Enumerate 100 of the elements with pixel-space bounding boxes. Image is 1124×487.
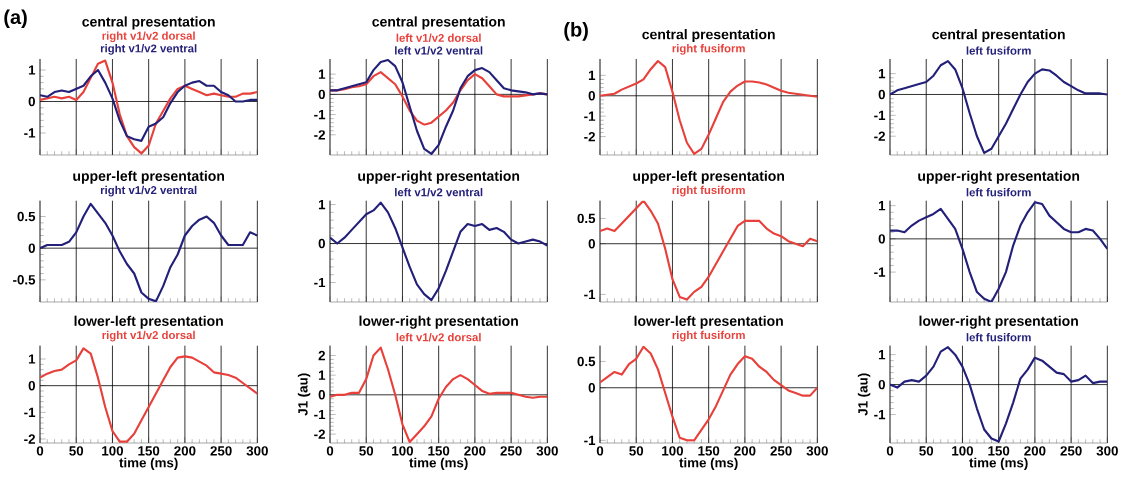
y-tick-label: -0.5 <box>13 275 36 285</box>
line-series <box>890 201 1108 302</box>
y-tick-label: 0 <box>588 91 595 101</box>
chart-title: upper-right presentation <box>358 170 520 184</box>
y-axis-title: J1 (au) <box>857 373 871 416</box>
y-tick-label: -1 <box>24 128 36 138</box>
text: left v1/v2 dorsal <box>396 33 481 43</box>
x-tick-label: 0 <box>326 446 334 456</box>
x-tick-label: 250 <box>770 446 792 456</box>
x-tick-label: 300 <box>536 446 558 456</box>
x-axis-title: time (ms) <box>119 457 178 471</box>
y-tick-label: 0 <box>878 234 885 244</box>
y-tick-label: 0 <box>318 89 325 100</box>
x-tick-label: 50 <box>919 446 934 456</box>
x-tick-label: 300 <box>246 446 268 456</box>
y-tick-label: -2 <box>314 130 325 140</box>
y-tick-label: 1 <box>588 70 596 80</box>
series-label: right v1/v2 ventral <box>100 44 197 55</box>
y-tick-label: 0 <box>878 89 885 100</box>
y-tick-label: -1 <box>314 109 326 120</box>
y-tick-label: 0 <box>318 238 325 249</box>
series-label: right v1/v2 dorsal <box>102 330 195 342</box>
chart-title: lower-left presentation <box>634 315 783 329</box>
y-tick-label: -1 <box>584 111 596 121</box>
x-tick-label: 250 <box>210 446 232 456</box>
series-label: left v1/v2 ventral <box>395 187 483 197</box>
text: (a) <box>4 9 27 29</box>
chart-title: central presentation <box>372 16 505 30</box>
x-tick-label: 200 <box>734 446 756 456</box>
x-tick-label: 150 <box>428 446 450 456</box>
y-tick-label: -1 <box>24 407 36 417</box>
y-tick-label: 1 <box>878 350 886 360</box>
y-tick-label: -1 <box>584 289 596 299</box>
chart-title: upper-left presentation <box>633 170 785 184</box>
chart-title: lower-right presentation <box>359 315 518 329</box>
y-tick-label: 0 <box>878 379 885 390</box>
x-tick-label: 150 <box>698 446 720 456</box>
x-tick-label: 300 <box>1096 446 1118 456</box>
x-axis-title: time (ms) <box>409 457 468 471</box>
y-tick-label: 0 <box>28 243 35 253</box>
series-label: right fusiform <box>672 330 745 342</box>
x-tick-label: 150 <box>988 446 1010 456</box>
chart-title: central presentation <box>932 29 1065 43</box>
x-tick-label: 250 <box>1060 446 1082 456</box>
chart-title: upper-left presentation <box>73 170 225 184</box>
y-tick-label: 0 <box>318 390 325 400</box>
x-tick-label: 200 <box>1024 446 1046 456</box>
chart-title: lower-left presentation <box>74 315 223 329</box>
y-tick-label: 0.5 <box>577 213 596 224</box>
x-tick-label: 250 <box>500 446 522 456</box>
y-tick-label: 2 <box>318 350 325 361</box>
y-tick-label: -1 <box>874 409 886 420</box>
chart-title: lower-right presentation <box>919 315 1078 329</box>
y-tick-label: -1 <box>874 267 886 277</box>
y-axis-title: J1 (au) <box>297 373 311 416</box>
y-tick-label: -2 <box>584 131 595 142</box>
y-tick-label: 0.5 <box>17 211 36 222</box>
x-axis-title: time (ms) <box>679 457 738 471</box>
y-tick-label: -2 <box>24 434 35 444</box>
line-series <box>600 345 818 442</box>
y-tick-label: 1 <box>318 370 326 380</box>
series-label: right v1/v2 dorsal <box>102 31 195 43</box>
chart-title: central presentation <box>642 29 775 43</box>
y-tick-label: -1 <box>314 277 326 288</box>
series-label: left fusiform <box>966 188 1031 197</box>
series-label: right v1/v2 ventral <box>100 185 197 197</box>
x-tick-label: 0 <box>596 446 604 456</box>
y-tick-label: 1 <box>28 354 36 364</box>
x-tick-label: 50 <box>69 446 84 456</box>
y-tick-label: -2 <box>314 429 325 439</box>
y-tick-label: -1 <box>314 409 326 420</box>
x-tick-label: 150 <box>138 446 160 456</box>
y-tick-label: 1 <box>318 199 326 210</box>
y-tick-label: 0 <box>28 96 35 107</box>
series-label: left v1/v2 dorsal <box>396 332 481 342</box>
line-series <box>890 346 1108 443</box>
text: (b) <box>564 22 588 41</box>
series-label: left fusiform <box>966 333 1031 342</box>
y-tick-label: -1 <box>584 435 596 445</box>
x-tick-label: 50 <box>359 446 374 456</box>
x-tick-label: 100 <box>392 446 414 456</box>
text: right fusiform <box>672 185 745 197</box>
y-tick-label: 1 <box>318 69 326 79</box>
y-tick-label: -2 <box>874 131 885 141</box>
y-tick-label: 0 <box>588 383 595 393</box>
y-tick-label: 1 <box>878 201 886 211</box>
series-label: left fusiform <box>966 46 1031 55</box>
series-label: left v1/v2 ventral <box>395 46 483 55</box>
y-tick-label: 1 <box>878 69 886 79</box>
y-tick-label: 0.5 <box>577 356 596 367</box>
x-tick-label: 100 <box>662 446 684 456</box>
x-tick-label: 0 <box>36 446 44 456</box>
x-tick-label: 0 <box>886 446 894 456</box>
series-label: right fusiform <box>672 44 745 55</box>
x-axis-title: time (ms) <box>969 457 1028 471</box>
y-tick-label: 1 <box>28 65 36 75</box>
y-tick-label: 0 <box>588 239 595 249</box>
chart-title: upper-right presentation <box>918 170 1080 184</box>
x-tick-label: 50 <box>629 446 644 456</box>
x-tick-label: 200 <box>464 446 486 456</box>
